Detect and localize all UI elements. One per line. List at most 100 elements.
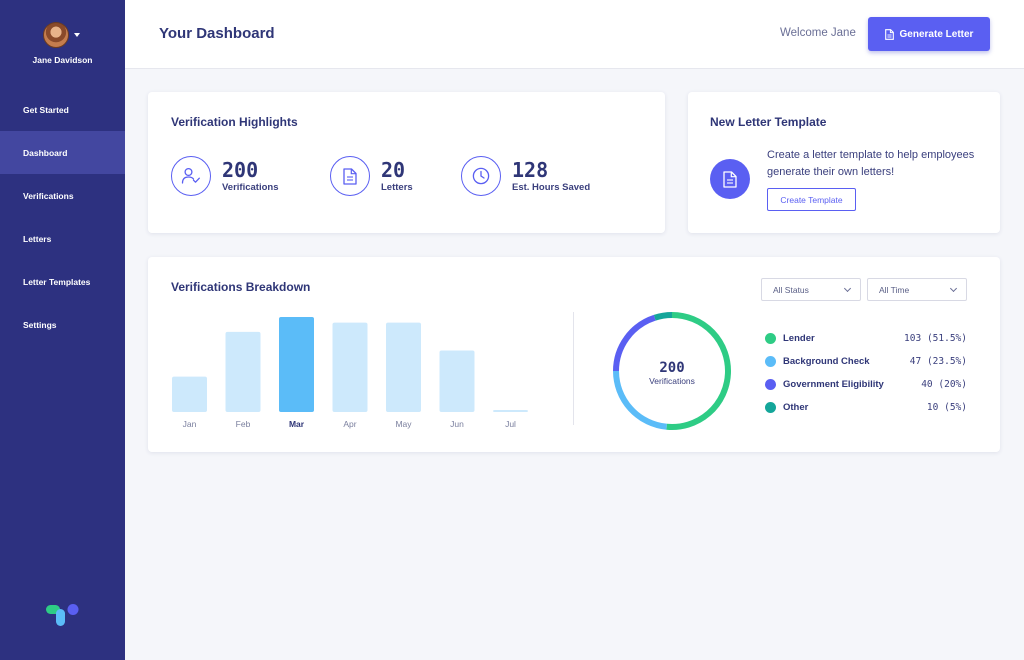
sidebar-item-settings[interactable]: Settings [0,303,125,346]
sidebar-item-label: Verifications [23,190,74,201]
template-title: New Letter Template [710,115,827,129]
donut-slice-lender[interactable] [666,312,731,430]
donut-slice-other[interactable] [653,312,673,321]
sidebar-item-label: Get Started [23,104,69,115]
legend-dot [765,379,776,390]
bar-apr[interactable] [332,322,368,412]
legend-item-government-eligibility: Government Eligibility 40 (20%) [765,373,967,396]
legend-count: 103 [904,333,922,344]
verification-highlights-card: Verification Highlights 200 Verification… [148,92,665,233]
sidebar-item-label: Settings [23,319,57,330]
generate-letter-label: Generate Letter [899,28,974,40]
legend-value: 103 (51.5%) [904,333,967,344]
legend-name: Lender [783,333,815,344]
logo-icon [46,604,79,626]
generate-letter-button[interactable]: Generate Letter [868,17,990,51]
stat-value: 20 [381,158,406,182]
donut-slice-background-check[interactable] [613,370,668,430]
legend-item-background-check: Background Check 47 (23.5%) [765,350,967,373]
sidebar-item-letters[interactable]: Letters [0,217,125,260]
stat-icon-circle [461,156,501,196]
user-check-icon [181,167,200,184]
stat-icon-circle [330,156,370,196]
template-description: Create a letter template to help employe… [767,149,975,178]
bar-mar[interactable] [279,317,314,412]
chevron-down-icon [949,284,958,293]
stat-label: Est. Hours Saved [512,182,591,193]
legend-dot [765,402,776,413]
legend-name: Background Check [783,356,870,367]
stat-label: Letters [381,182,413,193]
highlights-title: Verification Highlights [171,115,298,129]
x-tick-label: Jan [183,419,197,429]
bar-chart: Jan Feb Mar Apr May Jun Jul [172,317,528,429]
legend-pct: (23.5%) [926,356,967,367]
bar-may[interactable] [386,322,421,412]
user-menu[interactable] [43,22,80,48]
legend-pct: (51.5%) [926,333,967,344]
sidebar-item-verifications[interactable]: Verifications [0,174,125,217]
document-icon [343,167,357,185]
legend-count: 40 [921,379,933,390]
donut-center-value: 200 [659,360,684,376]
x-tick-label: May [395,419,412,429]
sidebar-item-letter-templates[interactable]: Letter Templates [0,260,125,303]
bar-jan[interactable] [172,376,207,412]
stat-value: 128 [512,158,549,182]
sidebar-item-dashboard[interactable]: Dashboard [0,131,125,174]
new-letter-template-card: New Letter Template Create a letter temp… [688,92,1000,233]
legend-name: Other [783,402,809,413]
document-icon [884,28,894,40]
status-filter-select[interactable]: All Status [761,278,861,301]
time-filter-select[interactable]: All Time [867,278,967,301]
breakdown-title: Verifications Breakdown [171,280,311,294]
sidebar-item-get-started[interactable]: Get Started [0,88,125,131]
bar-feb[interactable] [225,331,261,412]
stat-verifications: 200 Verifications [171,156,279,196]
x-tick-label: Mar [289,419,305,429]
bar-jun[interactable] [439,350,475,412]
legend-dot [765,356,776,367]
stat-hours-saved: 128 Est. Hours Saved [461,156,590,196]
legend-item-other: Other 10 (5%) [765,396,967,419]
legend-count: 47 [909,356,922,367]
sidebar-item-label: Letters [23,233,52,244]
x-tick-label: Apr [343,419,356,429]
template-icon-circle [710,159,750,199]
donut-chart: 200 Verifications [613,312,731,430]
x-tick-label: Jul [505,419,516,429]
sidebar-item-label: Letter Templates [23,276,91,287]
donut-center-label: Verifications [649,376,695,386]
legend-value: 10 (5%) [927,402,967,413]
sidebar-nav: Get Started Dashboard Verifications Lett… [0,88,125,346]
document-icon [723,170,737,188]
status-filter-value: All Status [773,284,809,295]
legend-dot [765,333,776,344]
page-title: Your Dashboard [159,25,275,42]
header: Your Dashboard Welcome Jane Generate Let… [125,0,1024,69]
legend-count: 10 [926,402,939,413]
clock-icon [472,167,490,185]
bar-jul[interactable] [493,410,528,412]
verifications-breakdown-card: Verifications Breakdown All Status All T… [148,257,1000,452]
sidebar-item-label: Dashboard [23,147,68,158]
legend-name: Government Eligibility [783,379,884,390]
donut-legend: Lender 103 (51.5%) Background Check 47 (… [765,327,967,419]
sidebar: Jane Davidson Get Started Dashboard Veri… [0,0,125,660]
user-name: Jane Davidson [32,55,93,65]
chevron-down-icon[interactable] [74,33,80,37]
stat-icon-circle [171,156,211,196]
stat-letters: 20 Letters [330,156,413,196]
create-template-button[interactable]: Create Template [767,188,856,211]
legend-value: 40 (20%) [921,379,967,390]
donut-slice-government-eligibility[interactable] [613,314,656,372]
legend-pct: (20%) [938,379,967,390]
avatar[interactable] [43,22,69,48]
time-filter-value: All Time [879,284,910,295]
legend-item-lender: Lender 103 (51.5%) [765,327,967,350]
x-tick-label: Feb [236,419,251,429]
stat-value: 200 [222,158,259,182]
x-tick-label: Jun [450,419,464,429]
legend-value: 47 (23.5%) [910,356,967,367]
legend-pct: (5%) [944,402,967,413]
